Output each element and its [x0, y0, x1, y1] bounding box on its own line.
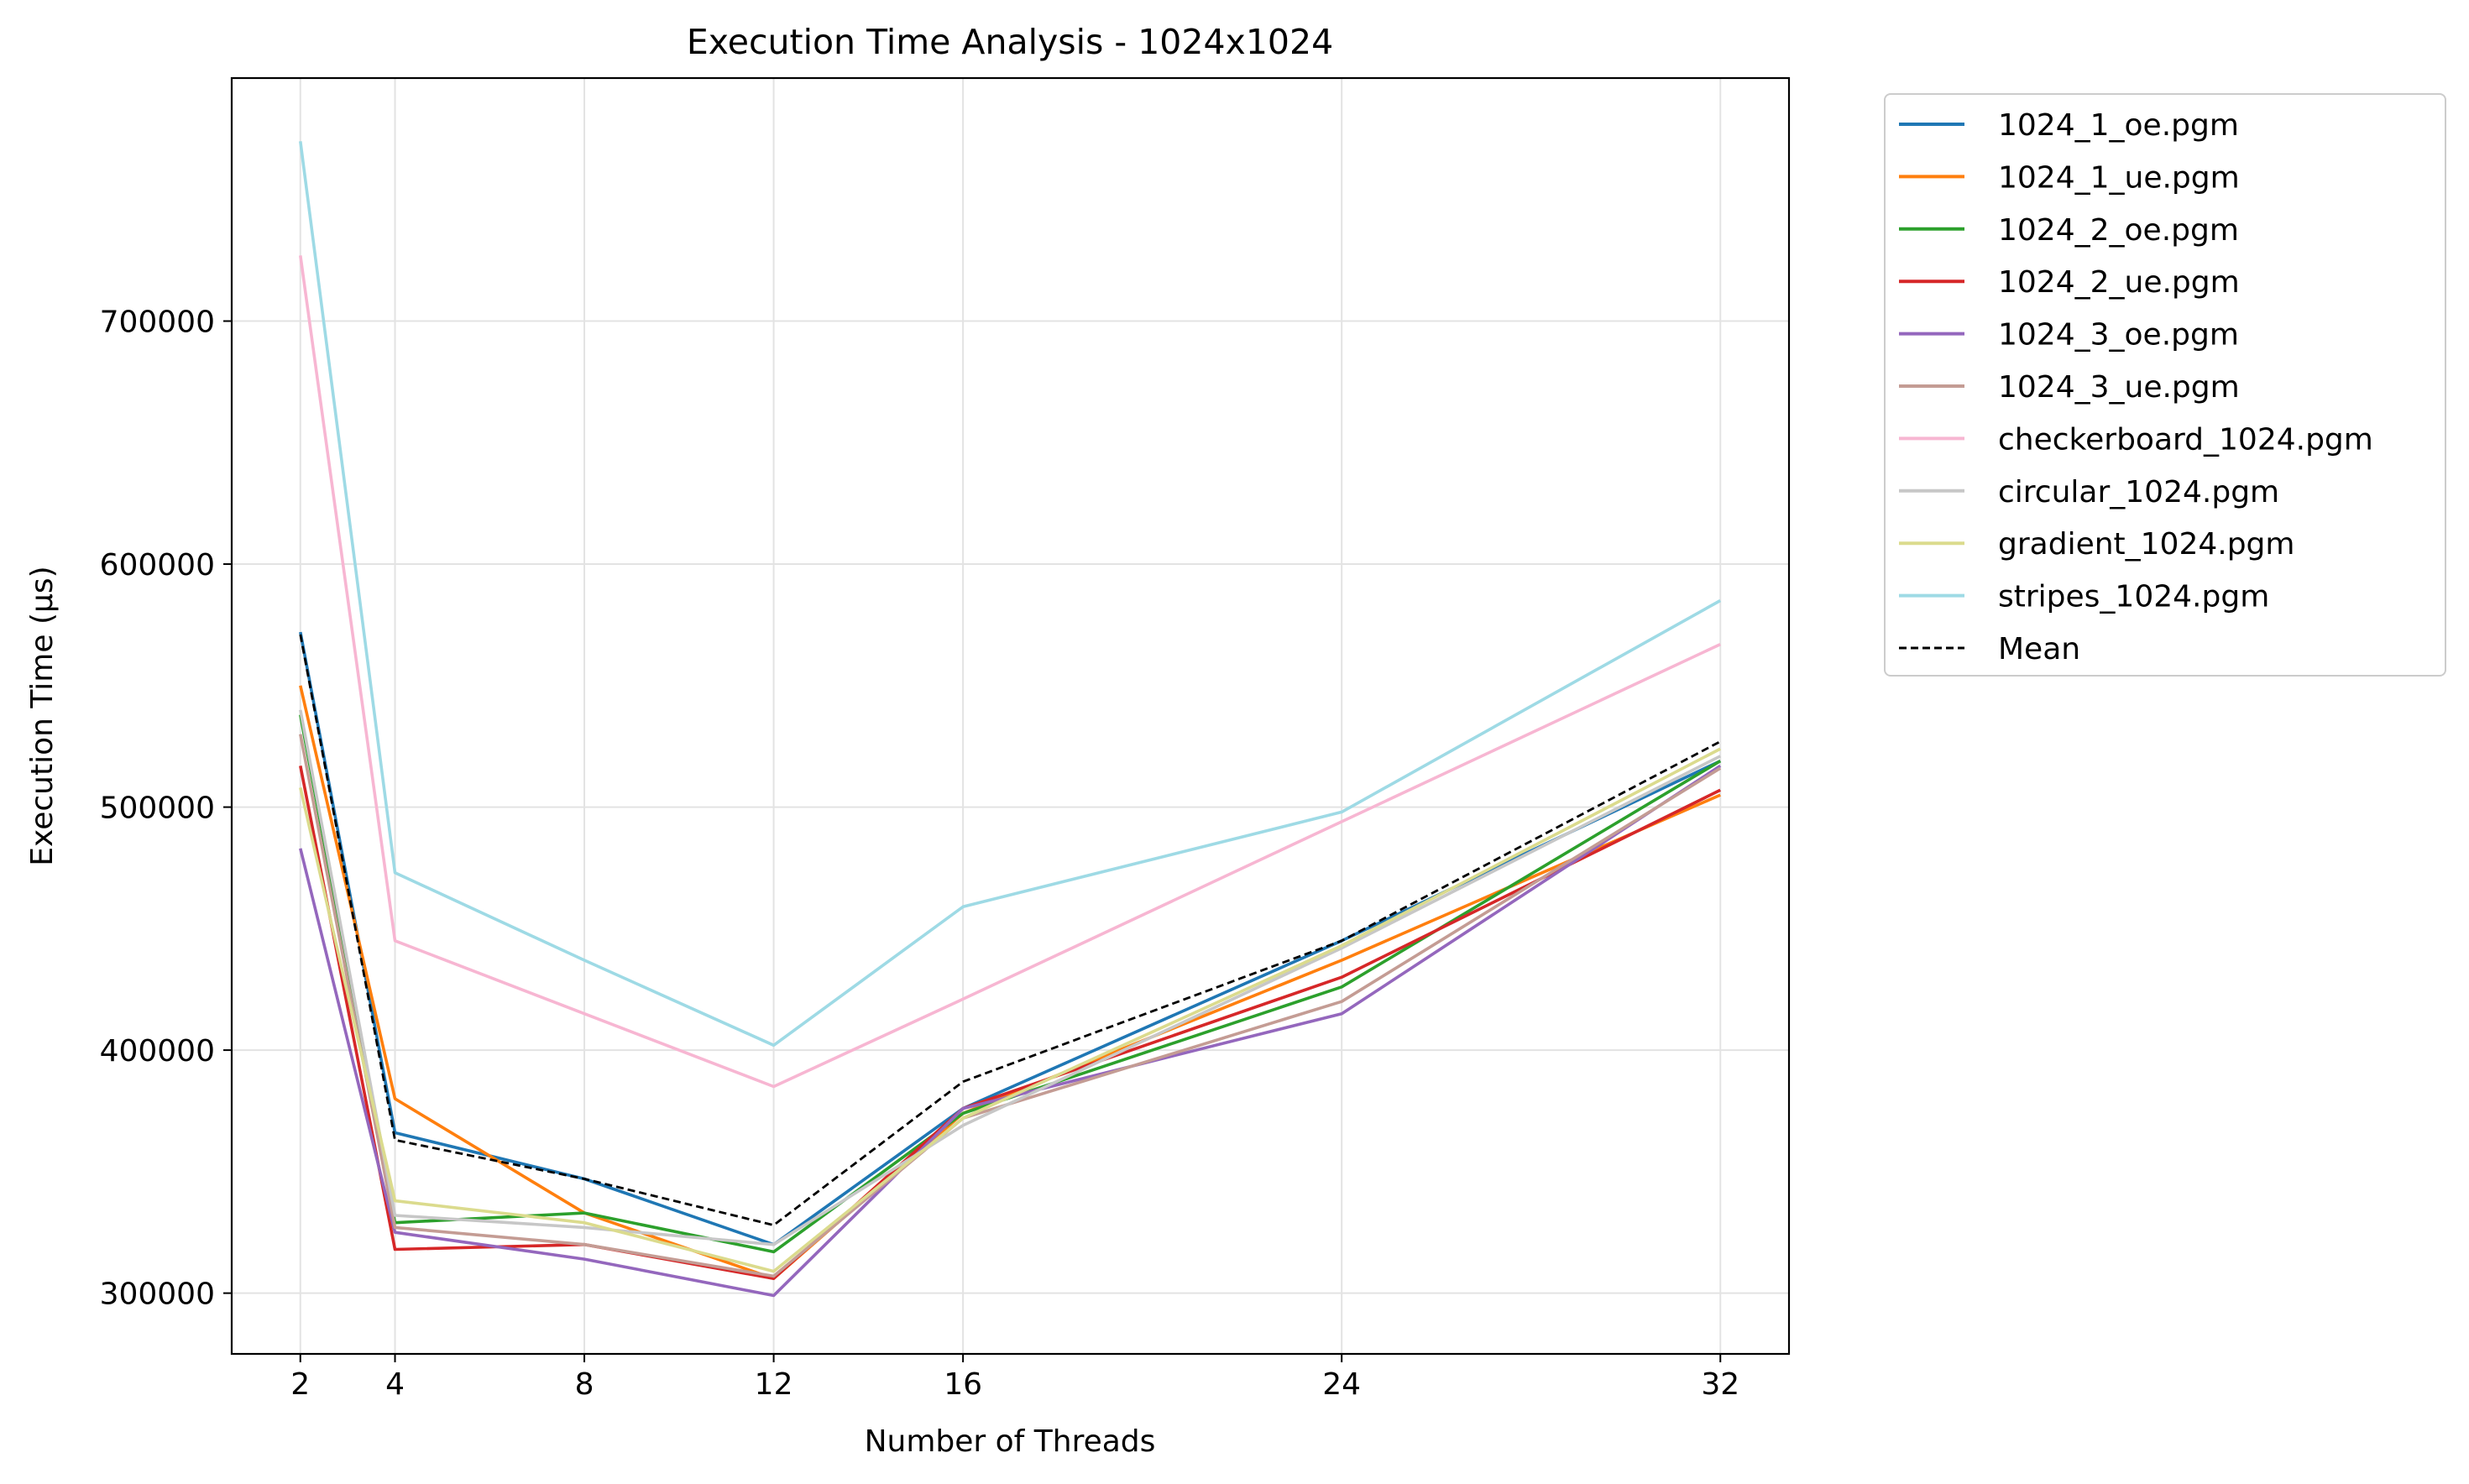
- legend-item: 1024_3_oe.pgm: [1899, 318, 2239, 353]
- legend-label: stripes_1024.pgm: [1998, 580, 2269, 614]
- x-tick-label: 4: [385, 1367, 405, 1402]
- x-tick-label: 8: [575, 1367, 594, 1402]
- legend-item: gradient_1024.pgm: [1899, 527, 2294, 562]
- series-line: [299, 255, 1721, 1089]
- series-line: [299, 734, 1722, 1278]
- legend-item: 1024_1_ue.pgm: [1899, 160, 2240, 195]
- grid: [232, 78, 1789, 1354]
- x-tick-label: 24: [1322, 1367, 1361, 1402]
- series-line: [299, 747, 1722, 1273]
- series-line: [299, 141, 1722, 1048]
- legend-item: 1024_2_oe.pgm: [1899, 213, 2239, 248]
- legend-box: [1884, 93, 2446, 677]
- series-line: [299, 764, 1722, 1298]
- legend-label: 1024_3_ue.pgm: [1998, 370, 2240, 405]
- series-lines: [299, 141, 1722, 1298]
- legend-label: 1024_1_oe.pgm: [1998, 108, 2239, 143]
- legend-item: stripes_1024.pgm: [1899, 580, 2269, 614]
- legend-item: 1024_3_ue.pgm: [1899, 370, 2240, 405]
- legend-entries: 1024_1_oe.pgm 1024_1_ue.pgm 1024_2_oe.pgm 1…: [1899, 108, 2373, 666]
- y-tick-label: 300000: [100, 1278, 215, 1312]
- legend-label: checkerboard_1024.pgm: [1998, 422, 2373, 457]
- x-axis-ticks: 2 4 8 12 16 24 32: [290, 1354, 1739, 1402]
- chart-title: Execution Time Analysis - 1024x1024: [687, 22, 1333, 62]
- legend-item: Mean: [1899, 632, 2080, 666]
- legend-item: 1024_1_oe.pgm: [1899, 108, 2239, 143]
- x-axis-label: Number of Threads: [865, 1424, 1156, 1459]
- legend-label: 1024_2_ue.pgm: [1998, 265, 2240, 300]
- x-tick-label: 16: [944, 1367, 982, 1402]
- legend-item: circular_1024.pgm: [1899, 475, 2279, 509]
- x-tick-label: 2: [290, 1367, 310, 1402]
- legend-label: gradient_1024.pgm: [1998, 527, 2294, 562]
- legend-item: 1024_2_ue.pgm: [1899, 265, 2240, 300]
- legend-label: circular_1024.pgm: [1998, 475, 2279, 509]
- y-tick-label: 500000: [100, 792, 215, 826]
- y-axis-label: Execution Time (µs): [25, 566, 60, 865]
- legend-label: 1024_1_ue.pgm: [1998, 160, 2240, 195]
- plot-frame: [230, 76, 1791, 1356]
- series-line: [299, 709, 1722, 1246]
- y-tick-label: 600000: [100, 548, 215, 583]
- y-tick-label: 700000: [100, 306, 215, 340]
- legend-label: 1024_3_oe.pgm: [1998, 318, 2239, 353]
- series-line: [299, 634, 1721, 1226]
- x-tick-label: 32: [1701, 1367, 1739, 1402]
- series-line: [299, 766, 1721, 1280]
- legend-item: checkerboard_1024.pgm: [1899, 422, 2373, 457]
- legend: 1024_1_oe.pgm 1024_1_ue.pgm 1024_2_oe.pgm 1…: [1884, 93, 2446, 677]
- legend-label: Mean: [1998, 632, 2080, 666]
- legend-label: 1024_2_oe.pgm: [1998, 213, 2239, 248]
- x-tick-label: 12: [755, 1367, 793, 1402]
- y-tick-label: 400000: [100, 1034, 215, 1069]
- y-axis-ticks: 300000 400000 500000 600000 700000: [100, 306, 232, 1312]
